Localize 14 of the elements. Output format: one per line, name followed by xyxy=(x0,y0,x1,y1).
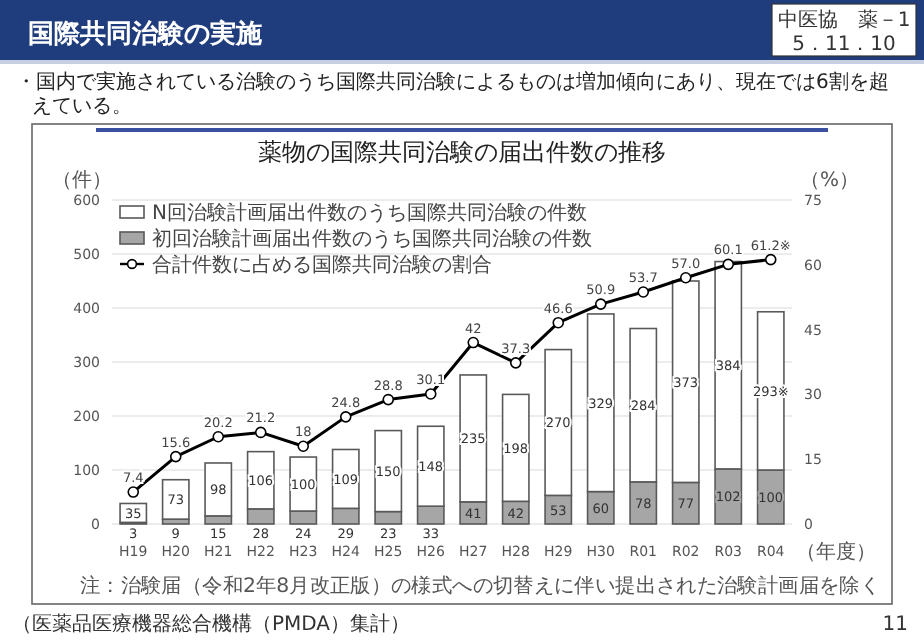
chart-subtitle: ・国内で実施されている治験のうち国際共同治験によるものは増加傾向にあり、現在では6割を超えている。 xyxy=(16,70,889,118)
y-axis-title: （件） xyxy=(52,170,112,192)
chart-title: 薬物の国際共同治験の届出件数の推移 xyxy=(258,138,666,166)
x-axis-title: （年度） xyxy=(796,540,876,564)
legend-label: 合計件数に占める国際共同治験の割合 xyxy=(152,253,492,277)
text: 中医協 薬－1 xyxy=(777,8,911,32)
text: 11 xyxy=(882,614,908,636)
legend-label: 初回治験計画届出件数のうち国際共同治験の件数 xyxy=(152,227,592,251)
text: 5．11．10 xyxy=(792,34,896,56)
text: 国際共同治験の実施 xyxy=(28,18,264,50)
text: 注：治験届（令和2年8月改正版）の様式への切替えに伴い提出された治験計画届を除く xyxy=(80,574,880,598)
y2-axis-title: （%） xyxy=(800,170,860,192)
text: （医薬品医療機器総合機構（PMDA）集計） xyxy=(12,612,411,636)
legend-label: N回治験計画届出件数のうち国際共同治験の件数 xyxy=(152,201,587,225)
